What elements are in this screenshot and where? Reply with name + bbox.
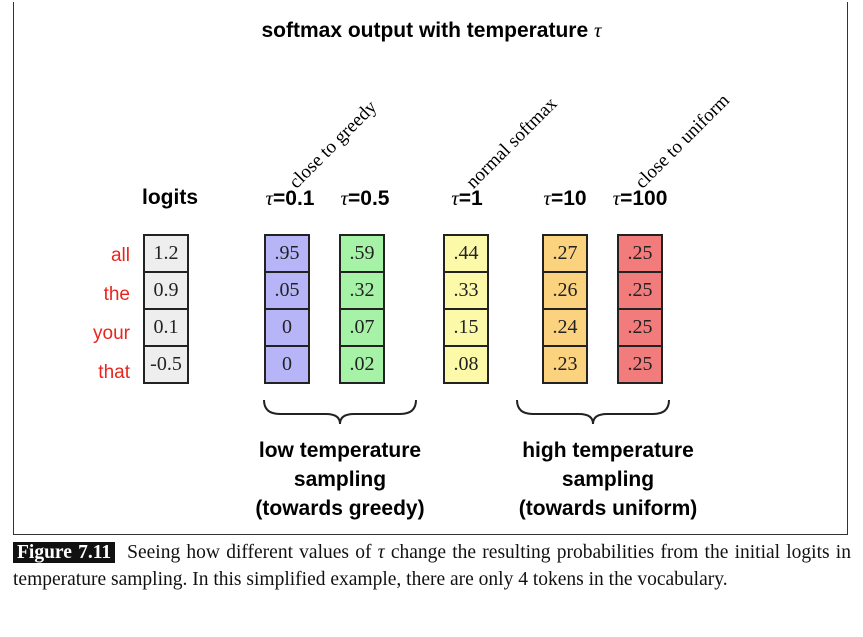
value-cell: .25 (617, 234, 663, 273)
column-t10: .27.26.24.23 (542, 234, 588, 384)
header-tau-0-1: τ=0.1 (265, 186, 315, 210)
value-cell: 0 (264, 310, 310, 347)
token-label: that (98, 362, 130, 383)
header-tau-100: τ=100 (612, 186, 668, 210)
token-label: all (110, 245, 130, 266)
figure-caption: Figure 7.11 Seeing how different values o… (13, 542, 851, 590)
value-cell: .95 (264, 234, 310, 273)
token-label: your (93, 323, 130, 344)
column-logits: 1.2 0.9 0.1 -0.5 (143, 234, 189, 384)
value-cell: .25 (617, 310, 663, 347)
title-text: softmax output with temperature (261, 19, 594, 42)
header-tau-0-5: τ=0.5 (340, 186, 390, 210)
header-tau-10: τ=10 (543, 186, 587, 210)
header-tau-1: τ=1 (451, 186, 483, 210)
value-cell: 0.9 (143, 273, 189, 310)
column-t0-1: .95.05 0 0 (264, 234, 310, 384)
figure-label: Figure 7.11 (13, 542, 116, 563)
token-label: the (103, 284, 130, 305)
title-tau-symbol: τ (594, 18, 602, 42)
column-t0-5: .59.32.07.02 (339, 234, 385, 384)
value-cell: .59 (339, 234, 385, 273)
value-cell: .08 (443, 347, 489, 384)
value-cell: .07 (339, 310, 385, 347)
value-cell: .24 (542, 310, 588, 347)
value-cell: .25 (617, 273, 663, 310)
value-cell: .32 (339, 273, 385, 310)
column-t1: .44.33.15.08 (443, 234, 489, 384)
value-cell: .23 (542, 347, 588, 384)
value-cell: .25 (617, 347, 663, 384)
value-cell: 0.1 (143, 310, 189, 347)
value-cell: .44 (443, 234, 489, 273)
value-cell: .33 (443, 273, 489, 310)
figure-frame (13, 2, 848, 535)
value-cell: -0.5 (143, 347, 189, 384)
brace-high-temperature (516, 399, 670, 425)
value-cell: 1.2 (143, 234, 189, 273)
header-logits: logits (142, 186, 198, 209)
value-cell: .26 (542, 273, 588, 310)
value-cell: .27 (542, 234, 588, 273)
value-cell: .05 (264, 273, 310, 310)
brace-low-temperature (263, 399, 417, 425)
value-cell: .15 (443, 310, 489, 347)
diagram-title: softmax output with temperature τ (0, 18, 863, 43)
value-cell: .02 (339, 347, 385, 384)
caption-low-temperature: low temperature sampling (towards greedy… (255, 439, 425, 520)
value-cell: 0 (264, 347, 310, 384)
caption-high-temperature: high temperature sampling (towards unifo… (518, 439, 698, 520)
column-t100: .25.25.25.25 (617, 234, 663, 384)
